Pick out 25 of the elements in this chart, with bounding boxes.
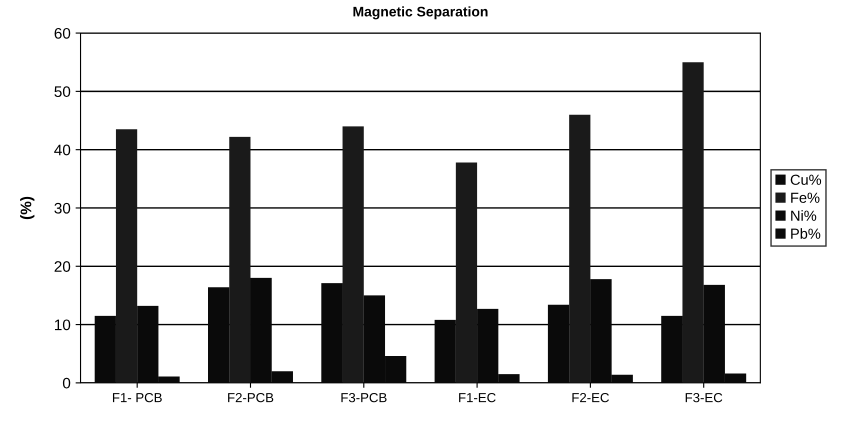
bar: [569, 114, 590, 383]
x-tick-label: F3-EC: [686, 392, 722, 402]
bar: [342, 126, 364, 383]
legend-label: Fe%: [791, 192, 820, 203]
y-tick-label: 20: [54, 261, 70, 272]
y-tick-label: 40: [54, 144, 70, 156]
x-tick-label: F2-EC: [572, 392, 609, 402]
y-tick-label: 30: [54, 202, 70, 214]
bar: [682, 62, 704, 383]
x-tick-label: F1-EC: [459, 392, 496, 402]
legend-label: Cu%: [790, 174, 822, 185]
x-tick-label: F3-PCB: [341, 392, 387, 402]
y-axis-title: (%): [20, 196, 34, 220]
chart-title: Magnetic Separation: [353, 6, 488, 20]
x-tick-label: F2-PCB: [228, 392, 274, 402]
y-tick-label: 50: [54, 86, 70, 98]
bar: [229, 136, 250, 383]
bar: [456, 162, 478, 383]
y-tick-label: 10: [54, 319, 70, 330]
y-tick-label: 60: [54, 28, 70, 39]
legend-label: Ni%: [791, 210, 816, 221]
legend-label: Pb%: [791, 228, 820, 239]
x-tick-label: F1- PCB: [112, 392, 162, 402]
y-tick-label: 0: [62, 378, 70, 389]
bar: [116, 129, 138, 383]
